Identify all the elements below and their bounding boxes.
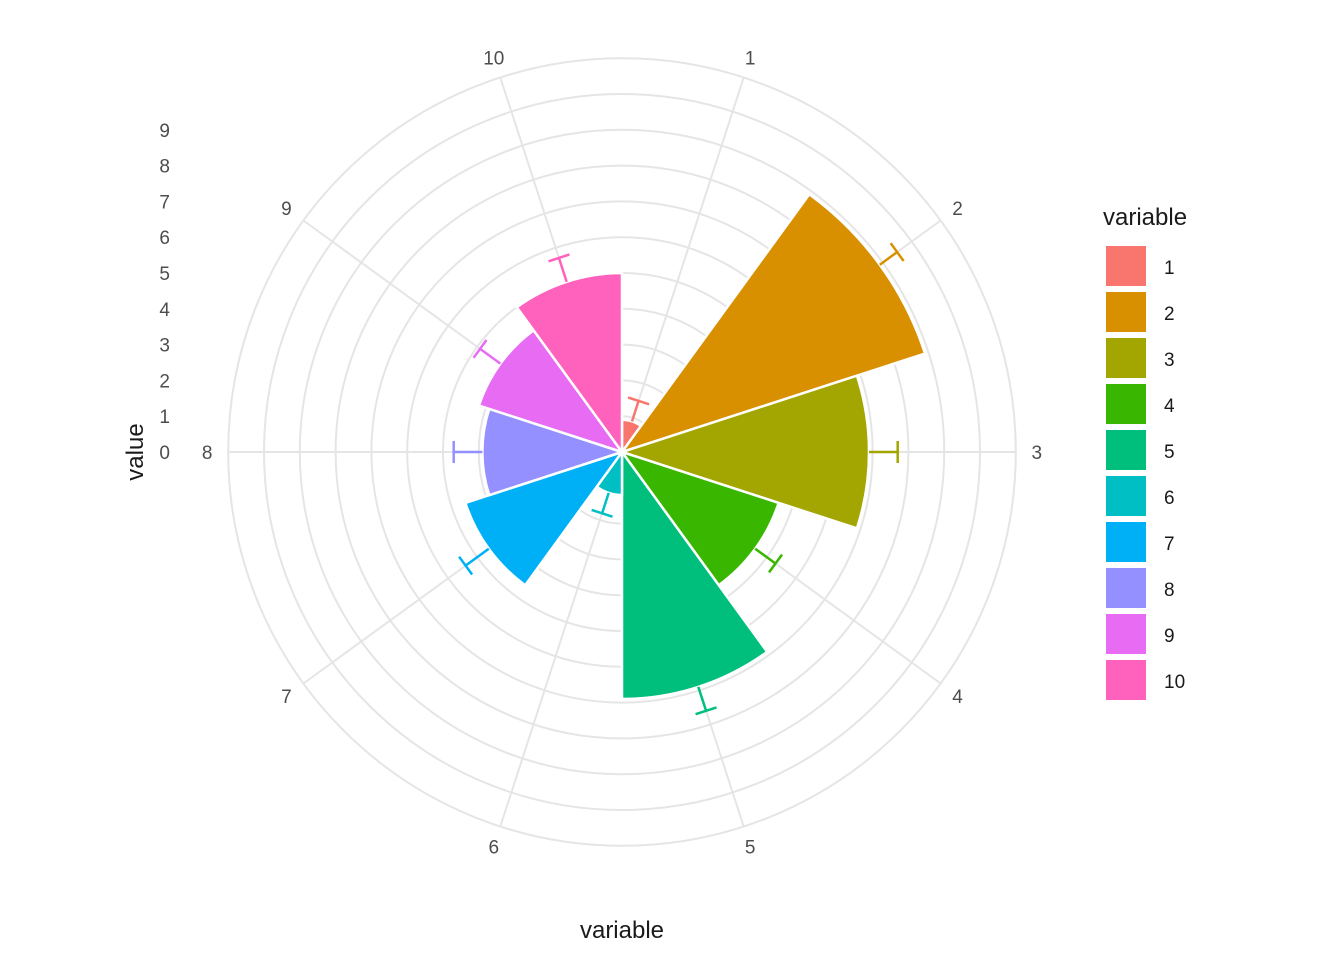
errorbar-stem [630, 400, 640, 422]
legend-swatch [1106, 476, 1146, 516]
x-tick-label: 8 [202, 443, 213, 464]
legend-swatch [1106, 384, 1146, 424]
y-tick-label: 5 [159, 264, 170, 285]
errorbar-stem [600, 492, 610, 514]
legend-item: 6 [1106, 476, 1175, 516]
errorbar-cap [627, 396, 650, 406]
x-tick-label: 2 [952, 199, 963, 220]
errorbar-cap [458, 555, 474, 576]
x-axis-title: variable [580, 917, 664, 944]
legend-item: 8 [1106, 568, 1175, 608]
legend-item: 10 [1106, 660, 1185, 700]
errorbar-cap [548, 253, 570, 263]
tick-labels: 1 2 3 4 5 6 7 8 9 10 0 1 2 3 4 5 6 7 8 9 [159, 49, 1042, 859]
legend-title: variable [1103, 204, 1187, 231]
y-tick-label: 2 [159, 371, 170, 392]
y-tick-label: 8 [159, 157, 170, 178]
y-axis-title: value [122, 423, 149, 480]
errorbar-10 [548, 253, 570, 283]
legend-item: 4 [1106, 384, 1175, 424]
errorbar-1 [627, 396, 650, 422]
y-tick-label: 7 [159, 192, 170, 213]
bar-2 [620, 192, 927, 454]
legend-item: 7 [1106, 522, 1175, 562]
legend-item: 3 [1106, 338, 1175, 378]
errorbar-cap [767, 553, 784, 574]
legend-label: 3 [1164, 350, 1175, 371]
errorbar-cap [591, 508, 613, 518]
legend-swatch [1106, 660, 1146, 700]
legend-label: 7 [1164, 534, 1175, 555]
x-tick-label: 1 [745, 49, 756, 70]
legend-label: 1 [1164, 258, 1175, 279]
legend-label: 6 [1164, 488, 1175, 509]
bars [464, 192, 927, 701]
errorbar-2 [879, 242, 905, 266]
legend-swatch [1106, 522, 1146, 562]
legend-swatch [1106, 568, 1146, 608]
errorbar-stem [754, 547, 777, 565]
legend-item: 1 [1106, 246, 1175, 286]
legend-swatch [1106, 614, 1146, 654]
errorbar-stem [464, 547, 490, 567]
legend-item: 9 [1106, 614, 1175, 654]
bar-10 [515, 271, 624, 454]
y-tick-label: 9 [159, 121, 170, 142]
legend-swatch [1106, 430, 1146, 470]
legend: variable 1 2 3 4 5 6 7 8 9 10 [1103, 204, 1187, 700]
bar-8 [481, 407, 624, 497]
legend-label: 9 [1164, 626, 1175, 647]
legend-item: 5 [1106, 430, 1175, 470]
legend-swatch [1106, 338, 1146, 378]
x-tick-label: 10 [483, 49, 504, 70]
errorbar-stem [557, 257, 568, 283]
errorbar-cap [889, 242, 905, 262]
errorbar-3 [869, 441, 899, 463]
x-tick-label: 7 [281, 687, 292, 708]
legend-label: 5 [1164, 442, 1175, 463]
y-tick-label: 4 [159, 300, 170, 321]
errorbar-stem [479, 347, 502, 365]
grid-spoke [621, 77, 745, 453]
y-tick-label: 6 [159, 228, 170, 249]
errorbar-cap [695, 706, 717, 716]
y-tick-label: 0 [159, 443, 170, 464]
legend-label: 8 [1164, 580, 1175, 601]
x-tick-label: 4 [952, 687, 963, 708]
error-bars [452, 242, 905, 716]
errorbar-stem [697, 686, 708, 712]
errorbar-stem [879, 251, 898, 266]
errorbar-5 [695, 686, 717, 716]
errorbar-7 [458, 547, 490, 576]
errorbar-cap [472, 339, 488, 359]
y-tick-label: 3 [159, 336, 170, 357]
x-tick-label: 5 [745, 838, 756, 859]
legend-swatch [1106, 246, 1146, 286]
legend-items: 1 2 3 4 5 6 7 8 9 10 [1106, 246, 1185, 700]
x-tick-label: 3 [1032, 443, 1043, 464]
legend-label: 10 [1164, 672, 1185, 693]
legend-item: 2 [1106, 292, 1175, 332]
x-tick-label: 9 [281, 199, 292, 220]
legend-label: 2 [1164, 304, 1175, 325]
errorbar-9 [472, 339, 502, 365]
errorbar-8 [452, 441, 483, 463]
y-tick-label: 1 [159, 407, 170, 428]
errorbar-6 [591, 492, 613, 518]
x-tick-label: 6 [489, 838, 500, 859]
errorbar-4 [754, 547, 784, 574]
legend-label: 4 [1164, 396, 1175, 417]
legend-swatch [1106, 292, 1146, 332]
